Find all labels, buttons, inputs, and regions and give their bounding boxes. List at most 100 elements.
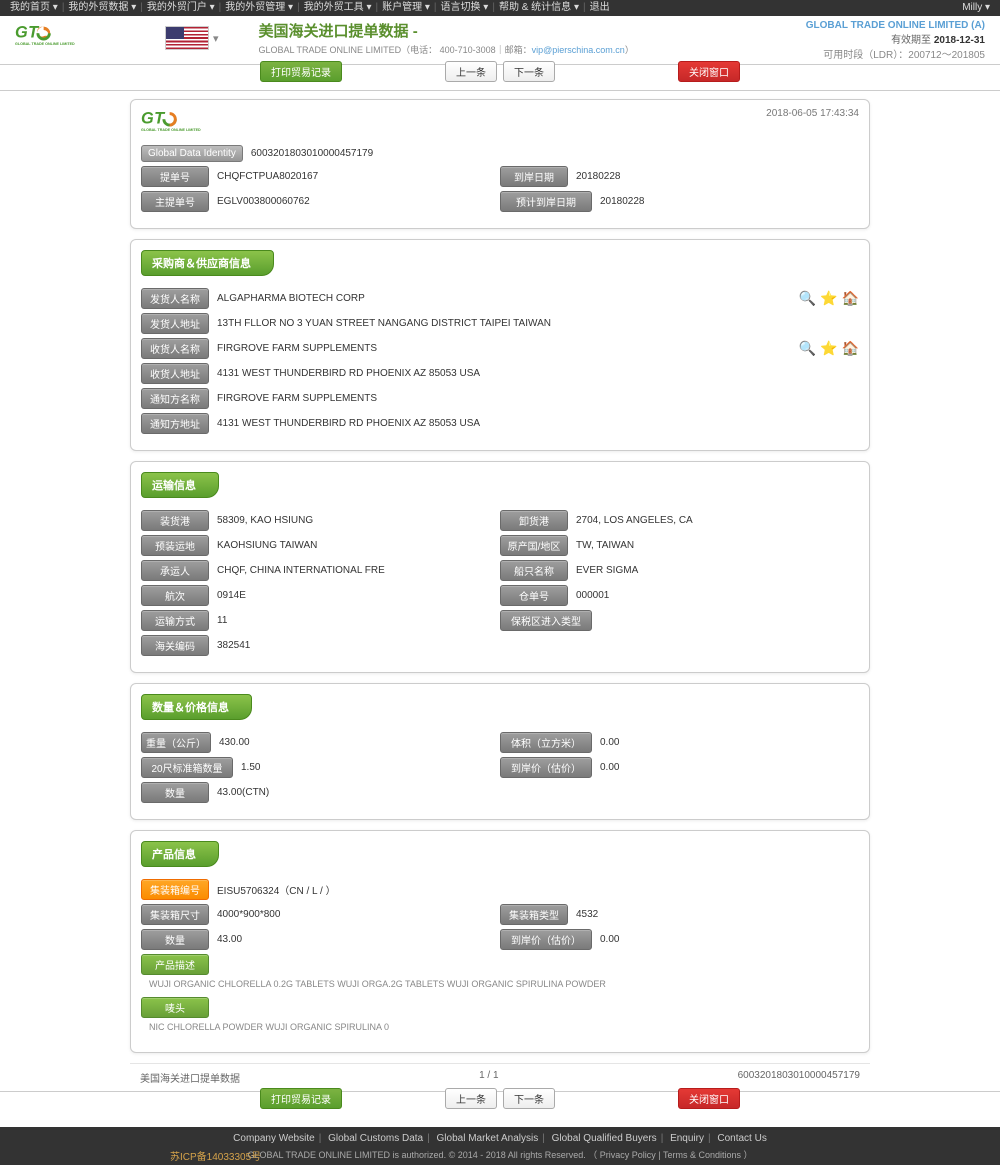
- product-qty: 43.00: [217, 934, 242, 945]
- panel-bill-header: G T GLOBAL TRADE ONLINE LIMITED 2018-06-…: [130, 99, 870, 229]
- consignee-addr: 4131 WEST THUNDERBIRD RD PHOENIX AZ 8505…: [217, 368, 480, 379]
- flag-us[interactable]: [165, 26, 209, 50]
- star-icon[interactable]: [820, 290, 837, 307]
- master-bill-label: 主提单号: [141, 191, 209, 212]
- print-button-bottom[interactable]: 打印贸易记录: [260, 1088, 342, 1109]
- print-button[interactable]: 打印贸易记录: [260, 61, 342, 82]
- header-account-info: GLOBAL TRADE ONLINE LIMITED (A) 有效期至 201…: [806, 20, 985, 61]
- close-button-bottom[interactable]: 关闭窗口: [678, 1088, 740, 1109]
- consignee-name: FIRGROVE FARM SUPPLEMENTS: [217, 343, 377, 354]
- top-nav-left: 我的首页 ▾| 我的外贸数据 ▾| 我的外贸门户 ▾| 我的外贸管理 ▾| 我的…: [10, 0, 610, 16]
- svg-text:T: T: [154, 109, 166, 127]
- footer-link[interactable]: Global Qualified Buyers: [552, 1133, 657, 1144]
- arrive-date-label: 到岸日期: [500, 166, 568, 187]
- weight: 430.00: [219, 737, 250, 748]
- nav-item[interactable]: 我的外贸工具 ▾: [304, 0, 372, 16]
- voyage: 0914E: [217, 590, 246, 601]
- container-size: 4000*900*800: [217, 909, 280, 920]
- nav-item[interactable]: 语言切换 ▾: [441, 0, 489, 16]
- product-mark: NIC CHLORELLA POWDER WUJI ORGANIC SPIRUL…: [141, 1018, 859, 1036]
- page-subtitle: GLOBAL TRADE ONLINE LIMITED（电话： 400-710-…: [259, 43, 634, 56]
- home-icon[interactable]: [842, 290, 859, 307]
- svg-text:G: G: [141, 109, 154, 127]
- nav-item[interactable]: 我的外贸门户 ▾: [147, 0, 215, 16]
- container-no: EISU5706324（CN / L / ）: [217, 882, 336, 897]
- footer-link[interactable]: Contact Us: [717, 1133, 766, 1144]
- product-desc: WUJI ORGANIC CHLORELLA 0.2G TABLETS WUJI…: [141, 975, 859, 993]
- user-menu[interactable]: Milly ▾: [962, 0, 990, 16]
- shipper-name: ALGAPHARMA BIOTECH CORP: [217, 293, 365, 304]
- section-title-transport: 运输信息: [141, 472, 219, 498]
- page-footer: Company Website| Global Customs Data| Gl…: [0, 1127, 1000, 1165]
- preload: KAOHSIUNG TAIWAN: [217, 540, 317, 551]
- flag-dropdown-icon[interactable]: ▾: [213, 32, 219, 45]
- load-port: 58309, KAO HSIUNG: [217, 515, 313, 526]
- footer-link[interactable]: Global Customs Data: [328, 1133, 423, 1144]
- footer-link[interactable]: Company Website: [233, 1133, 315, 1144]
- svg-text:G: G: [15, 23, 28, 41]
- unload-port: 2704, LOS ANGELES, CA: [576, 515, 693, 526]
- customs-code: 382541: [217, 640, 250, 651]
- notify-addr: 4131 WEST THUNDERBIRD RD PHOENIX AZ 8505…: [217, 418, 480, 429]
- footer-id: 600320180301000045717​9: [738, 1070, 860, 1085]
- teu: 1.50: [241, 762, 260, 773]
- next-button-bottom[interactable]: 下一条: [503, 1088, 555, 1109]
- bill-no: CHQFCTPUA8020167: [217, 171, 318, 182]
- nav-item[interactable]: 帮助 & 统计信息 ▾: [499, 0, 579, 16]
- product-price: 0.00: [600, 934, 619, 945]
- page-indicator: 1 / 1: [479, 1070, 498, 1085]
- timestamp: 2018-06-05 17:43:34: [766, 108, 859, 119]
- gdi-value: 600320180301000045717​9: [251, 148, 373, 159]
- panel-logo: G T GLOBAL TRADE ONLINE LIMITED: [141, 108, 231, 141]
- master-bill: EGLV003800060762: [217, 196, 310, 207]
- svg-text:T: T: [28, 23, 40, 41]
- section-title-qty: 数量＆价格信息: [141, 694, 252, 720]
- footer-title: 美国海关进口提单数据: [140, 1070, 240, 1085]
- svg-text:GLOBAL TRADE ONLINE LIMITED: GLOBAL TRADE ONLINE LIMITED: [141, 128, 201, 132]
- bill-no-label: 提单号: [141, 166, 209, 187]
- gdi-label: Global Data Identity: [141, 145, 243, 162]
- nav-item[interactable]: 账户管理 ▾: [382, 0, 430, 16]
- quantity: 43.00(CTN): [217, 787, 269, 798]
- arrive-date: 20180228: [576, 171, 621, 182]
- home-icon[interactable]: [842, 340, 859, 357]
- warehouse: 000001: [576, 590, 609, 601]
- est-date-label: 预计到岸日期: [500, 191, 592, 212]
- star-icon[interactable]: [820, 340, 837, 357]
- search-icon[interactable]: [799, 290, 816, 307]
- panel-product: 产品信息 集装箱编号EISU5706324（CN / L / ） 集装箱尺寸40…: [130, 830, 870, 1053]
- top-nav: 我的首页 ▾| 我的外贸数据 ▾| 我的外贸门户 ▾| 我的外贸管理 ▾| 我的…: [0, 0, 1000, 16]
- panel-supplier: 采购商＆供应商信息 发货人名称 ALGAPHARMA BIOTECH CORP …: [130, 239, 870, 451]
- nav-item[interactable]: 退出: [590, 0, 610, 16]
- next-button[interactable]: 下一条: [503, 61, 555, 82]
- shipper-addr: 13TH FLLOR NO 3 YUAN STREET NANGANG DIST…: [217, 318, 551, 329]
- nav-item[interactable]: 我的外贸管理 ▾: [225, 0, 293, 16]
- logo: G T GLOBAL TRADE ONLINE LIMITED: [15, 22, 105, 55]
- volume: 0.00: [600, 737, 619, 748]
- carrier: CHQF, CHINA INTERNATIONAL FRE: [217, 565, 385, 576]
- footer-link[interactable]: Global Market Analysis: [437, 1133, 539, 1144]
- search-icon[interactable]: [799, 340, 816, 357]
- est-date: 20180228: [600, 196, 645, 207]
- email-link[interactable]: vip@pierschina.com.cn: [532, 45, 625, 55]
- section-title-supplier: 采购商＆供应商信息: [141, 250, 274, 276]
- vessel: EVER SIGMA: [576, 565, 638, 576]
- footer-link[interactable]: Enquiry: [670, 1133, 704, 1144]
- prev-button-bottom[interactable]: 上一条: [445, 1088, 497, 1109]
- nav-item[interactable]: 我的外贸数据 ▾: [68, 0, 136, 16]
- notify-name: FIRGROVE FARM SUPPLEMENTS: [217, 393, 377, 404]
- transport-mode: 11: [217, 615, 227, 626]
- section-title-product: 产品信息: [141, 841, 219, 867]
- svg-text:GLOBAL TRADE ONLINE LIMITED: GLOBAL TRADE ONLINE LIMITED: [15, 42, 75, 46]
- nav-item[interactable]: 我的首页 ▾: [10, 0, 58, 16]
- copyright: GLOBAL TRADE ONLINE LIMITED is authorize…: [248, 1150, 753, 1160]
- prev-button[interactable]: 上一条: [445, 61, 497, 82]
- cif-price: 0.00: [600, 762, 619, 773]
- panel-transport: 运输信息 装货港58309, KAO HSIUNG 卸货港2704, LOS A…: [130, 461, 870, 673]
- panel-quantity: 数量＆价格信息 重量（公斤）430.00 体积（立方米）0.00 20尺标准箱数…: [130, 683, 870, 820]
- page-title: 美国海关进口提单数据 -: [259, 20, 634, 41]
- origin: TW, TAIWAN: [576, 540, 634, 551]
- icp-number: 苏ICP备14033305号: [170, 1148, 261, 1163]
- container-type: 4532: [576, 909, 598, 920]
- close-button[interactable]: 关闭窗口: [678, 61, 740, 82]
